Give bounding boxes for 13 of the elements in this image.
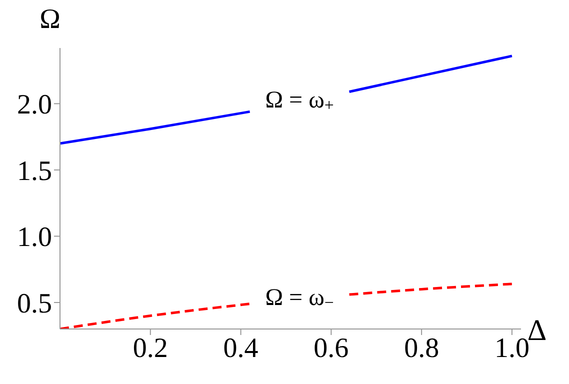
y-tick-label: 1.5 — [17, 156, 52, 187]
x-axis-title: Δ — [527, 314, 547, 347]
x-tick-label: 0.2 — [132, 332, 168, 364]
x-tick-label: 1.0 — [494, 332, 530, 364]
x-tick-label: 0.6 — [314, 332, 349, 364]
annotation: Ω = ω$_{+}$ — [265, 87, 334, 115]
y-tick-label: 2.0 — [17, 90, 52, 121]
x-tick-label: 0.8 — [404, 332, 440, 364]
x-tick-label: 0.4 — [223, 332, 258, 364]
y-tick-label: 0.5 — [17, 288, 52, 320]
y-axis-title: Ω — [40, 4, 60, 36]
y-tick-label: 1.0 — [17, 222, 52, 254]
annotation: Ω = ω$_{−}$ — [265, 284, 334, 312]
